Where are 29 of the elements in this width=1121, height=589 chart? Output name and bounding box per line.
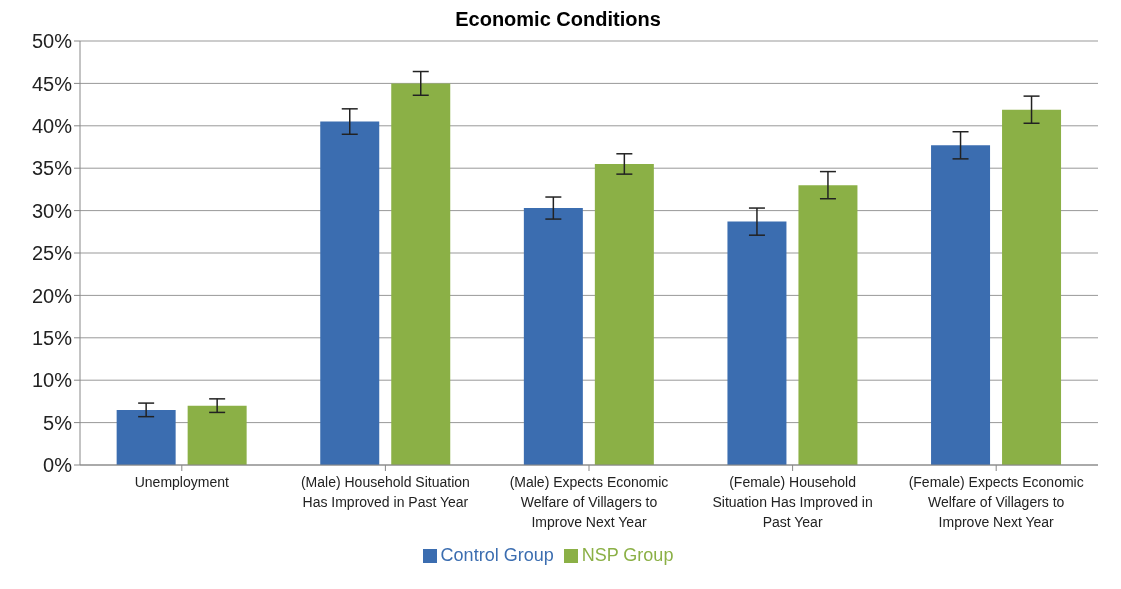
bar	[320, 121, 380, 465]
y-tick-label: 30%	[31, 199, 73, 222]
y-tick-label: 15%	[31, 326, 73, 349]
y-tick-label: 20%	[31, 284, 73, 307]
bar	[594, 163, 654, 465]
legend-label: NSP Group	[581, 545, 674, 565]
y-tick-label: 45%	[31, 72, 73, 95]
y-tick-label: 50%	[31, 30, 73, 53]
bar	[931, 145, 991, 465]
y-tick-label: 25%	[31, 242, 73, 265]
x-tick-label: (Male) Expects Economic Welfare of Villagers to Improve Next Year	[509, 474, 669, 530]
x-tick-label: Unemployment	[134, 474, 229, 490]
y-tick-label: 0%	[43, 454, 73, 477]
bar	[523, 208, 583, 465]
x-tick-label: (Male) Household Situation Has Improved in Past Year	[300, 474, 470, 510]
bar	[187, 405, 247, 465]
y-tick-label: 5%	[43, 411, 73, 434]
chart-title: Economic Conditions	[454, 8, 662, 31]
legend-label: Control Group	[440, 545, 554, 565]
x-tick-label: (Female) Household Situation Has Improved in Past Year	[712, 474, 873, 530]
x-tick-label: (Female) Expects Economic Welfare of Villagers to Improve Next Year	[908, 474, 1084, 530]
bar	[116, 409, 176, 465]
y-tick-label: 40%	[31, 114, 73, 137]
y-tick-label: 10%	[31, 369, 73, 392]
bar	[391, 83, 451, 465]
bar	[727, 221, 787, 465]
bar	[798, 185, 858, 465]
bar	[1002, 109, 1062, 465]
y-tick-label: 35%	[31, 157, 73, 180]
